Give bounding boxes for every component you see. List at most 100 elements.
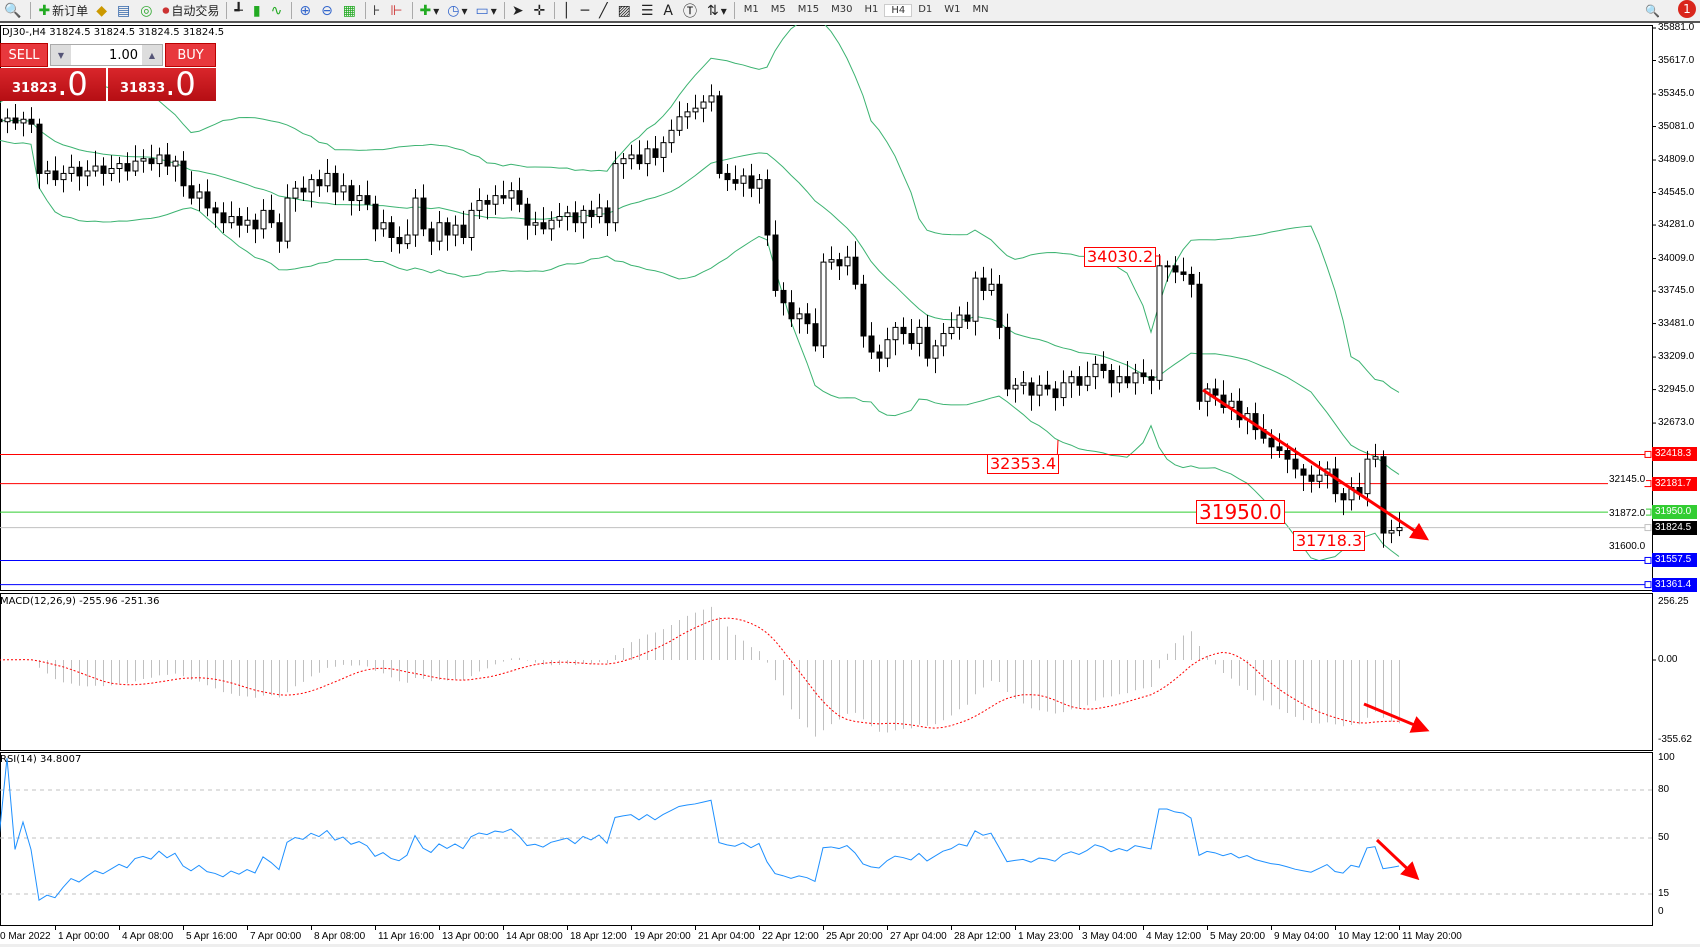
buy-price-button[interactable]: 31833.0 — [108, 68, 216, 101]
line-chart-button[interactable]: ∿ — [270, 2, 283, 19]
candle-bearish — [876, 351, 883, 359]
candle-bullish — [1396, 527, 1403, 532]
lot-size-stepper[interactable]: ▼ 1.00 ▲ — [50, 44, 163, 66]
candle-bullish — [292, 187, 299, 199]
templates-button[interactable]: ▭ ▾ — [475, 2, 497, 19]
candle-bearish — [1100, 363, 1107, 371]
equidistant-channel-button[interactable]: ▨ — [617, 2, 631, 19]
indicators-button[interactable]: ✚ ▾ — [419, 2, 440, 19]
market-watch-button[interactable]: ◆ — [96, 2, 107, 19]
zoom-in-button[interactable]: ⊕ — [299, 2, 312, 19]
candle-bearish — [1004, 326, 1011, 390]
navigator-button[interactable]: ▤ — [116, 2, 131, 19]
price-annotation: 34030.2 — [1084, 247, 1157, 267]
price-axis-label: 34281.0 — [1658, 219, 1695, 231]
rsi-label: RSI(14) 34.8007 — [0, 754, 82, 765]
candle-bearish — [516, 190, 523, 205]
arrows-button[interactable]: ⇅ ▾ — [706, 2, 727, 19]
candle-bearish — [1108, 369, 1115, 384]
chart-shift-button[interactable]: ⊩ — [390, 2, 403, 19]
new-order-button[interactable]: ✚ 新订单 — [34, 0, 92, 21]
candle-bullish — [60, 172, 67, 181]
candle-bullish — [44, 170, 51, 174]
candle-bearish — [300, 187, 307, 193]
candle-bearish — [100, 165, 107, 174]
divider — [365, 2, 367, 19]
candle-bullish — [412, 197, 419, 236]
candle-bullish — [668, 129, 675, 144]
text-button[interactable]: A — [663, 2, 673, 19]
candle-bearish — [900, 326, 907, 335]
bollinger-lower — [0, 139, 1400, 562]
candle-bullish — [620, 158, 627, 165]
timeframe-m1[interactable]: M1 — [743, 4, 759, 15]
cursor-button[interactable]: ➤ — [511, 2, 524, 19]
zoom-out-button[interactable]: ⊖ — [321, 2, 333, 19]
candle-bearish — [148, 158, 155, 165]
signals-button[interactable]: ◎ — [140, 2, 153, 19]
search-icon[interactable]: 🔍 — [1645, 3, 1660, 18]
candlestick-button[interactable]: ▮ — [252, 2, 261, 19]
auto-trading-icon: ⏺ — [162, 2, 170, 19]
timeframe-h4[interactable]: H4 — [884, 4, 913, 17]
fibonacci-button[interactable]: ☰ — [640, 2, 654, 19]
timeframe-d1[interactable]: D1 — [918, 4, 933, 15]
candle-bearish — [204, 191, 211, 209]
timeframe-h1[interactable]: H1 — [864, 4, 879, 15]
candle-bearish — [428, 228, 435, 242]
lot-decrease-button[interactable]: ▼ — [51, 45, 71, 65]
price-axis-label: 35081.0 — [1658, 120, 1695, 132]
sell-price: 31823 — [12, 81, 58, 96]
candle-bearish — [236, 216, 243, 226]
status-strip — [0, 944, 1700, 947]
timeframe-m5[interactable]: M5 — [770, 4, 786, 15]
horizontal-line-button[interactable]: ─ — [580, 2, 590, 19]
zoom-icon[interactable]: 🔍 — [4, 2, 22, 19]
candle-bearish — [716, 95, 723, 174]
timeframe-m30[interactable]: M30 — [831, 4, 853, 15]
lot-increase-button[interactable]: ▲ — [142, 45, 162, 65]
candle-bearish — [1300, 468, 1307, 476]
candle-bearish — [1028, 382, 1035, 396]
timeframe-bar: M1 M5 M15 M30 H1 H4 D1 W1 MN — [738, 4, 995, 17]
timeframe-w1[interactable]: W1 — [944, 4, 961, 15]
text-label-button[interactable]: Ⓣ — [682, 3, 697, 20]
toolbar: 🔍 ✚ 新订单 ◆ ▤ ◎ ⏺ 自动交易 ┹ ▮ ∿ ⊕ ⊖ ▦ ⊦ ⊩ ✚ ▾ ◷ ▾… — [0, 0, 1700, 23]
trendline-button[interactable]: ╱ — [599, 2, 608, 19]
vertical-line-button[interactable]: │ — [562, 2, 571, 19]
buy-button[interactable]: BUY — [165, 43, 216, 67]
tile-windows-button[interactable]: ▦ — [342, 2, 357, 19]
candle-bullish — [884, 339, 891, 359]
crosshair-button[interactable]: ✛ — [533, 2, 546, 19]
candle-bearish — [1140, 372, 1147, 378]
periods-button[interactable]: ◷ ▾ — [447, 2, 468, 19]
one-click-trading-panel: SELL ▼ 1.00 ▲ BUY 31823.0 31833.0 — [0, 43, 216, 101]
candle-bearish — [604, 207, 611, 224]
candle-bearish — [964, 314, 971, 322]
candle-bearish — [908, 333, 915, 344]
candle-bullish — [684, 111, 691, 118]
rsi-axis-label: 100 — [1658, 752, 1675, 763]
chart-area[interactable] — [0, 25, 1700, 947]
sell-button[interactable]: SELL — [0, 43, 48, 67]
notification-badge[interactable]: 1 — [1678, 0, 1696, 18]
candle-bearish — [652, 148, 659, 158]
divider — [291, 2, 293, 19]
sell-price-button[interactable]: 31823.0 — [0, 68, 106, 101]
candle-bullish — [828, 259, 835, 263]
time-axis-label: 3 May 04:00 — [1082, 931, 1138, 942]
candle-bullish — [228, 216, 235, 224]
auto-scroll-button[interactable]: ⊦ — [373, 2, 381, 19]
candle-bullish — [260, 209, 267, 230]
auto-trading-button[interactable]: ⏺ 自动交易 — [158, 0, 223, 21]
candle-bullish — [564, 212, 571, 218]
candle-bearish — [180, 160, 187, 187]
bollinger-upper — [0, 25, 1400, 393]
timeframe-mn[interactable]: MN — [972, 4, 989, 15]
bar-chart-button[interactable]: ┹ — [234, 2, 243, 19]
lot-size-input[interactable]: 1.00 — [109, 47, 138, 63]
rsi-axis-label: 0 — [1658, 906, 1664, 917]
timeframe-m15[interactable]: M15 — [797, 4, 820, 15]
candle-bullish — [1060, 382, 1067, 399]
candle-bearish — [500, 195, 507, 199]
